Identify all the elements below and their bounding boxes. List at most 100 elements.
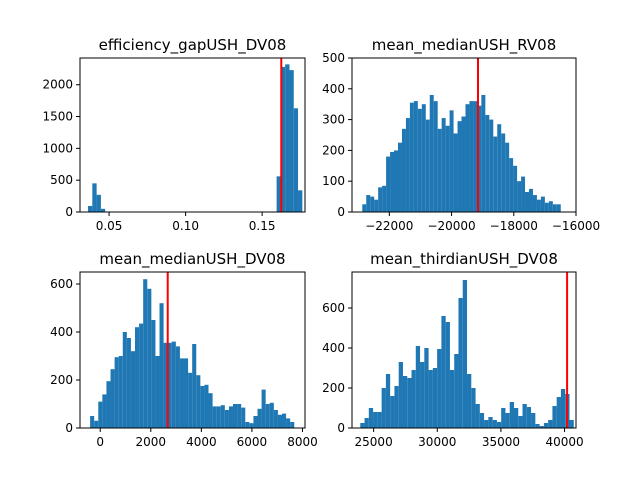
histogram-bar: [265, 404, 270, 428]
histogram-bar: [216, 406, 221, 428]
histogram-bar: [293, 108, 299, 212]
histogram-bar: [208, 393, 213, 428]
histogram-bar: [518, 416, 523, 428]
histogram-bar: [505, 413, 510, 428]
histogram-bar: [471, 388, 476, 428]
histogram-bar: [184, 358, 189, 428]
histogram-bar: [420, 362, 425, 428]
histogram-bar: [401, 128, 406, 212]
histogram-bar: [200, 386, 205, 428]
histogram-bar: [489, 119, 494, 212]
histogram-bar: [241, 407, 246, 428]
histogram-bar: [536, 199, 541, 212]
histogram-bar: [96, 194, 101, 212]
x-tick-label: −22000: [365, 219, 413, 233]
histogram-bar: [171, 341, 176, 428]
axes-frame: [79, 57, 306, 213]
histogram-bar: [437, 349, 442, 428]
histogram-bar: [433, 101, 438, 212]
histogram-bar: [493, 136, 498, 212]
histogram-bar: [540, 196, 545, 212]
histogram-bar: [261, 389, 266, 428]
histogram-bar: [479, 413, 485, 428]
histogram-bar: [130, 351, 136, 428]
histogram-bar: [126, 338, 131, 428]
histogram-bar: [560, 389, 566, 428]
x-tick-label: 30000: [418, 435, 456, 449]
histogram-bar: [457, 121, 462, 212]
histogram-bar: [525, 191, 529, 212]
histogram-bar: [481, 94, 486, 212]
histogram-bar: [484, 420, 489, 428]
histogram-bar: [370, 196, 375, 212]
histogram-bar: [445, 125, 450, 212]
histogram-bar: [286, 418, 291, 428]
histogram-bar: [513, 408, 519, 428]
histogram-bar: [485, 114, 490, 212]
histogram-bar: [421, 104, 426, 212]
histogram-bar: [282, 413, 287, 428]
subplot-mean-thirdian-dv: mean_thirdianUSH_DV08 25000 30000 35000 400…: [322, 250, 584, 449]
y-tick-label: 600: [50, 277, 73, 291]
axes-frame: [351, 271, 577, 429]
histogram-bar: [378, 187, 383, 212]
histogram-bar: [529, 188, 533, 212]
histogram-bar: [88, 205, 93, 212]
histogram-bar: [437, 128, 442, 212]
histogram-bar: [397, 142, 402, 212]
x-tick-label: 0.15: [249, 219, 276, 233]
histogram-bar: [374, 199, 379, 212]
histogram-bar: [505, 142, 510, 212]
histogram-bar: [257, 408, 262, 428]
x-tick-label: −20000: [427, 219, 475, 233]
x-tick-label: 0.05: [96, 219, 123, 233]
histogram-bar: [475, 404, 480, 428]
y-tick-label: 400: [322, 341, 345, 355]
histogram-bar: [212, 406, 217, 428]
histogram-bar: [531, 413, 536, 428]
histogram-bar: [509, 158, 514, 212]
histogram-bar: [390, 396, 395, 428]
histogram-bar: [90, 416, 95, 428]
histogram-bar: [385, 374, 391, 428]
histogram-bar: [411, 370, 416, 428]
y-tick-label: 600: [322, 301, 345, 315]
histogram-bar: [289, 70, 294, 212]
histogram-bar: [377, 412, 382, 428]
subplot-title: efficiency_gapUSH_DV08: [99, 36, 287, 55]
histogram-bar: [526, 407, 532, 428]
x-tick-label: 8000: [287, 435, 318, 449]
histogram-bar: [465, 104, 470, 212]
histogram-bar: [167, 342, 172, 428]
histogram-bar: [147, 288, 152, 428]
x-tick-label: −16000: [552, 219, 600, 233]
histogram-bar: [269, 402, 274, 428]
histogram-bar: [285, 64, 290, 212]
histogram-bar: [398, 362, 403, 428]
y-tick-label: 0: [337, 205, 345, 219]
x-tick-label: 40000: [545, 435, 583, 449]
histogram-bar: [449, 110, 454, 212]
y-tick-label: 400: [50, 325, 73, 339]
histogram-bar: [143, 279, 148, 428]
histogram-bar: [362, 204, 367, 212]
histogram-bar: [224, 410, 229, 428]
histogram-bar: [394, 386, 399, 428]
histogram-bar: [245, 422, 250, 428]
histogram-bar: [290, 422, 295, 428]
histogram-bar: [220, 405, 225, 428]
histogram-bar: [159, 303, 164, 428]
histogram-bar: [228, 406, 234, 428]
histogram-bar: [425, 119, 430, 212]
x-tick-label: 25000: [355, 435, 393, 449]
histogram-bar: [92, 183, 97, 212]
histogram-bar: [110, 369, 115, 428]
histogram-bar: [118, 356, 123, 428]
histogram-bar: [192, 344, 197, 428]
histogram-bar: [501, 408, 506, 428]
histogram-bar: [469, 101, 474, 212]
y-tick-label: 1000: [42, 141, 73, 155]
histogram-bar: [429, 94, 434, 212]
